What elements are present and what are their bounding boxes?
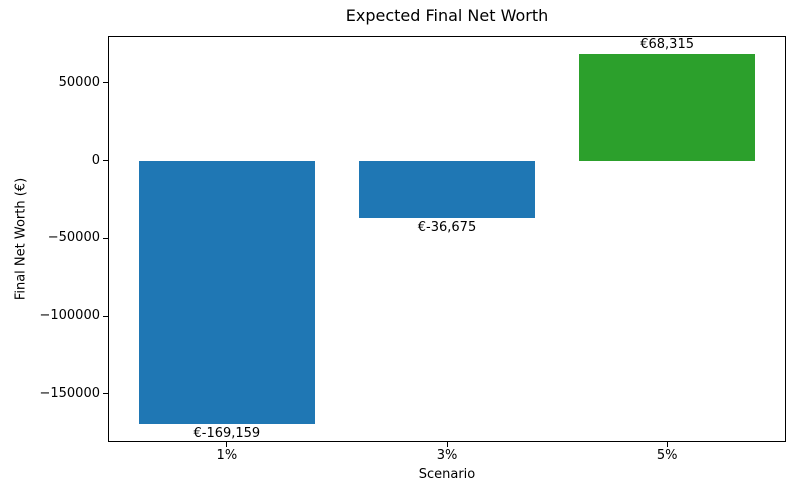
- x-tick-mark: [666, 442, 668, 447]
- bar-value-label: €68,315: [640, 37, 694, 53]
- x-tick-mark: [446, 442, 448, 447]
- y-tick-mark: [103, 393, 108, 395]
- y-tick-mark: [103, 160, 108, 162]
- x-tick-label: 1%: [216, 448, 238, 463]
- bar: [579, 54, 756, 161]
- y-tick-mark: [103, 237, 108, 239]
- y-tick-label: 50000: [58, 74, 100, 90]
- bar-value-label: €-36,675: [417, 219, 477, 235]
- bar: [138, 160, 315, 424]
- y-tick-mark: [103, 82, 108, 84]
- chart-title: Expected Final Net Worth: [345, 6, 549, 25]
- bar-value-label: €-169,159: [193, 425, 261, 441]
- x-tick-mark: [226, 442, 228, 447]
- x-tick-label: 3%: [436, 448, 458, 463]
- x-tick-label: 5%: [656, 448, 678, 463]
- y-tick-label: −150000: [39, 385, 100, 401]
- y-tick-label: −100000: [39, 308, 100, 324]
- bar: [358, 160, 536, 218]
- x-axis-label: Scenario: [418, 467, 476, 482]
- y-tick-label: 0: [91, 152, 100, 168]
- y-tick-mark: [103, 315, 108, 317]
- y-tick-label: −50000: [47, 230, 100, 246]
